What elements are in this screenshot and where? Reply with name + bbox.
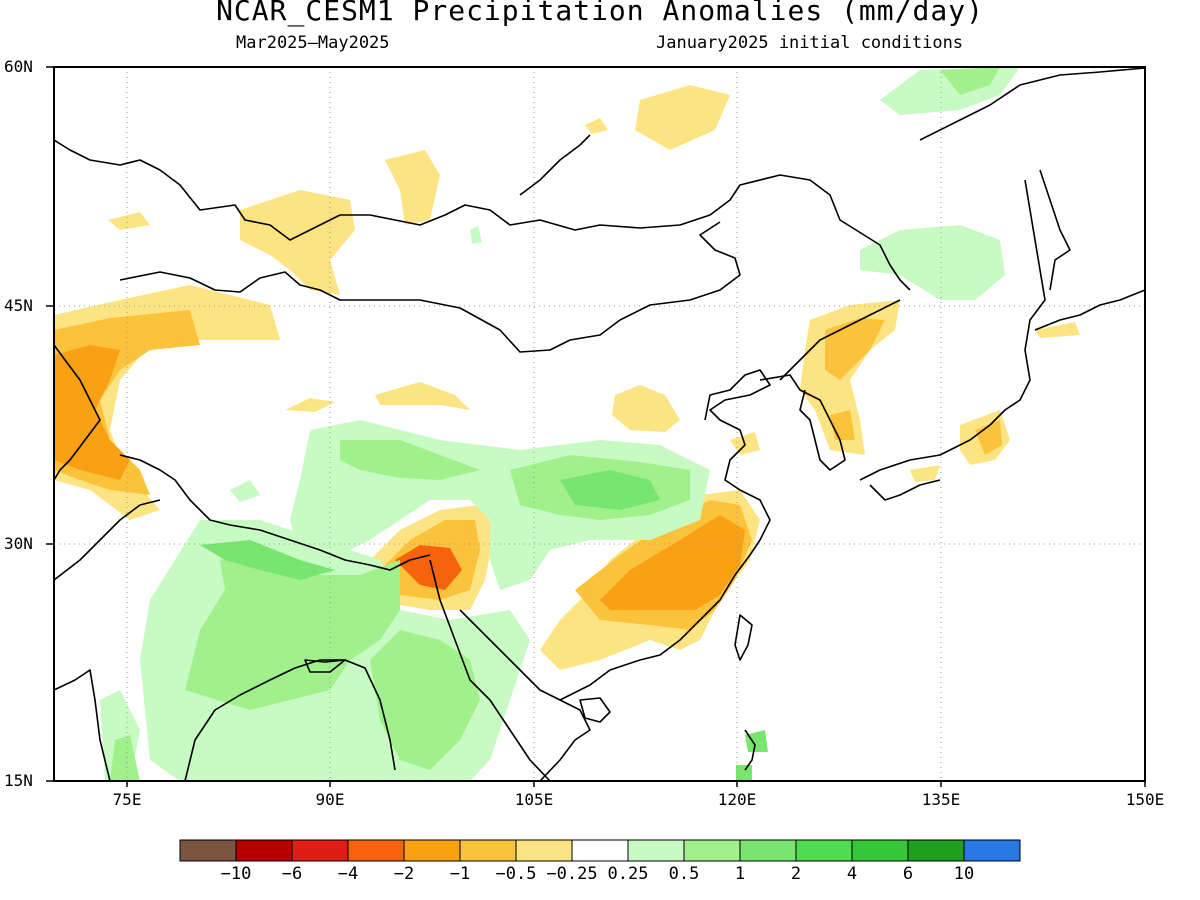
map-frame	[53, 66, 1146, 782]
colorbar-swatch	[347, 839, 405, 862]
colorbar-label: 10	[953, 864, 975, 884]
colorbar-swatch	[739, 839, 797, 862]
lon-label-75e: 75E	[112, 790, 142, 809]
colorbar-label: −0.25	[546, 864, 598, 884]
colorbar-swatch	[683, 839, 741, 862]
colorbar-label: −10	[220, 864, 252, 884]
colorbar-swatch	[795, 839, 853, 862]
lat-label-30n: 30N	[4, 534, 33, 553]
map-title: NCAR_CESM1 Precipitation Anomalies (mm/d…	[216, 0, 984, 27]
colorbar-swatch	[291, 839, 349, 862]
colorbar-swatch	[235, 839, 293, 862]
lon-label-135e: 135E	[921, 790, 961, 809]
axis-ticks	[46, 66, 1146, 787]
colorbar-swatch	[907, 839, 965, 862]
initial-conditions: January2025 initial conditions	[656, 33, 964, 53]
forecast-period: Mar2025–May2025	[236, 33, 390, 53]
colorbar-label: −0.5	[495, 864, 537, 884]
colorbar-swatch	[627, 839, 685, 862]
colorbar-label: 0.25	[607, 864, 649, 884]
colorbar-label: 0.5	[668, 864, 700, 884]
dry-anomaly-areas	[54, 85, 1080, 670]
colorbar-swatch	[963, 839, 1021, 862]
coastlines-and-borders	[54, 67, 1145, 781]
colorbar-swatch	[515, 839, 573, 862]
colorbar-swatch	[851, 839, 909, 862]
lon-label-105e: 105E	[514, 790, 554, 809]
colorbar-label: 1	[734, 864, 746, 884]
colorbar-label: −2	[393, 864, 415, 884]
colorbar-label: 2	[790, 864, 802, 884]
colorbar-swatch	[459, 839, 517, 862]
anomaly-fields	[54, 67, 1080, 781]
colorbar-swatch	[571, 839, 629, 862]
lat-label-45n: 45N	[4, 296, 33, 315]
colorbar-label: 4	[846, 864, 858, 884]
colorbar-label: −1	[449, 864, 471, 884]
colorbar-swatch	[403, 839, 461, 862]
colorbar-label: −4	[337, 864, 359, 884]
colorbar	[179, 839, 1021, 862]
colorbar-swatch	[179, 839, 237, 862]
lat-label-15n: 15N	[4, 771, 33, 790]
lon-label-150e: 150E	[1125, 790, 1165, 809]
lat-label-60n: 60N	[4, 57, 33, 76]
lon-label-90e: 90E	[315, 790, 345, 809]
colorbar-label: −6	[281, 864, 303, 884]
wet-anomaly-areas	[100, 67, 1020, 781]
lon-label-120e: 120E	[717, 790, 757, 809]
colorbar-label: 6	[902, 864, 914, 884]
